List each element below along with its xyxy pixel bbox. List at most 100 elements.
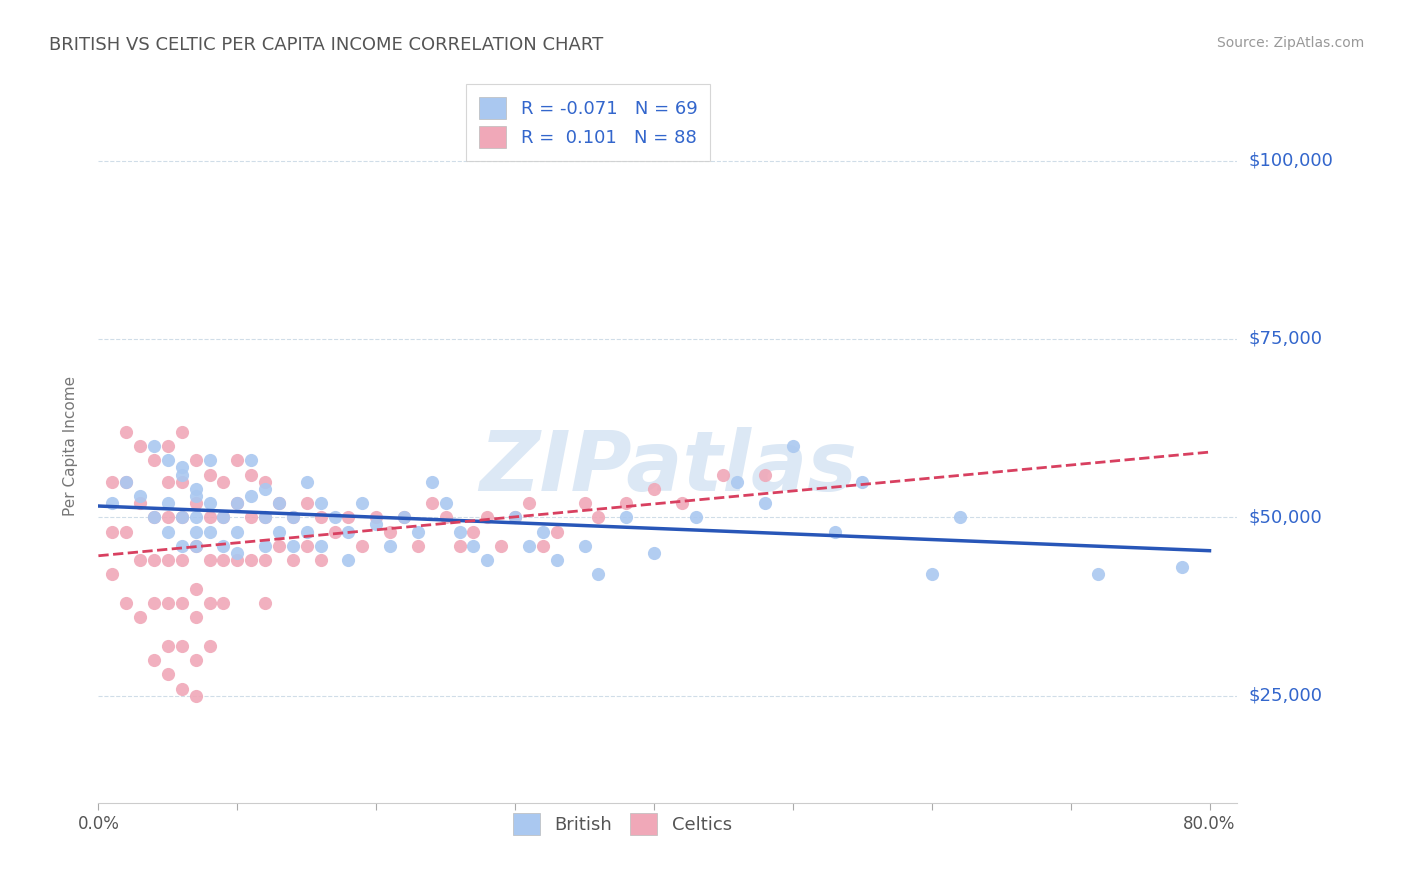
Point [170,596,193,610]
Point [517,496,540,510]
Point [531,524,554,539]
Point [281,510,304,524]
Point [170,425,193,439]
Point [212,553,235,567]
Point [184,689,207,703]
Point [366,510,388,524]
Point [267,539,290,553]
Point [824,524,846,539]
Point [226,524,249,539]
Point [546,524,568,539]
Point [378,524,401,539]
Point [309,539,332,553]
Point [129,496,152,510]
Point [378,539,401,553]
Point [267,524,290,539]
Point [129,489,152,503]
Text: $100,000: $100,000 [1249,152,1333,169]
Point [101,524,124,539]
Point [406,539,429,553]
Point [754,496,776,510]
Point [184,653,207,667]
Point [295,475,318,489]
Point [101,496,124,510]
Point [309,496,332,510]
Point [643,546,665,560]
Point [129,553,152,567]
Point [226,496,249,510]
Point [420,496,443,510]
Point [226,553,249,567]
Point [170,639,193,653]
Point [463,524,485,539]
Point [129,610,152,624]
Point [323,510,346,524]
Point [240,553,263,567]
Point [101,567,124,582]
Point [948,510,970,524]
Point [851,475,873,489]
Point [352,496,374,510]
Point [588,510,610,524]
Point [170,467,193,482]
Point [184,489,207,503]
Point [713,467,735,482]
Point [240,467,263,482]
Point [503,510,526,524]
Point [184,496,207,510]
Point [921,567,943,582]
Point [323,524,346,539]
Point [254,510,277,524]
Point [434,510,457,524]
Point [295,496,318,510]
Point [531,539,554,553]
Point [352,539,374,553]
Point [143,510,166,524]
Point [170,475,193,489]
Point [212,475,235,489]
Text: BRITISH VS CELTIC PER CAPITA INCOME CORRELATION CHART: BRITISH VS CELTIC PER CAPITA INCOME CORR… [49,36,603,54]
Point [115,475,138,489]
Point [489,539,512,553]
Point [337,553,360,567]
Point [184,539,207,553]
Point [434,496,457,510]
Point [184,582,207,596]
Point [198,639,221,653]
Point [546,553,568,567]
Point [115,475,138,489]
Point [309,510,332,524]
Point [156,453,179,467]
Point [671,496,693,510]
Point [240,510,263,524]
Point [143,553,166,567]
Point [281,510,304,524]
Point [254,510,277,524]
Point [226,496,249,510]
Point [198,467,221,482]
Point [267,496,290,510]
Point [115,524,138,539]
Point [184,453,207,467]
Point [503,510,526,524]
Text: $50,000: $50,000 [1249,508,1322,526]
Point [254,475,277,489]
Point [295,539,318,553]
Point [254,482,277,496]
Point [614,510,637,524]
Point [449,524,471,539]
Point [170,510,193,524]
Point [614,496,637,510]
Point [392,510,415,524]
Point [254,539,277,553]
Point [170,460,193,475]
Point [156,596,179,610]
Point [782,439,804,453]
Point [156,510,179,524]
Point [406,524,429,539]
Point [184,539,207,553]
Point [184,482,207,496]
Point [574,539,596,553]
Point [366,517,388,532]
Point [156,496,179,510]
